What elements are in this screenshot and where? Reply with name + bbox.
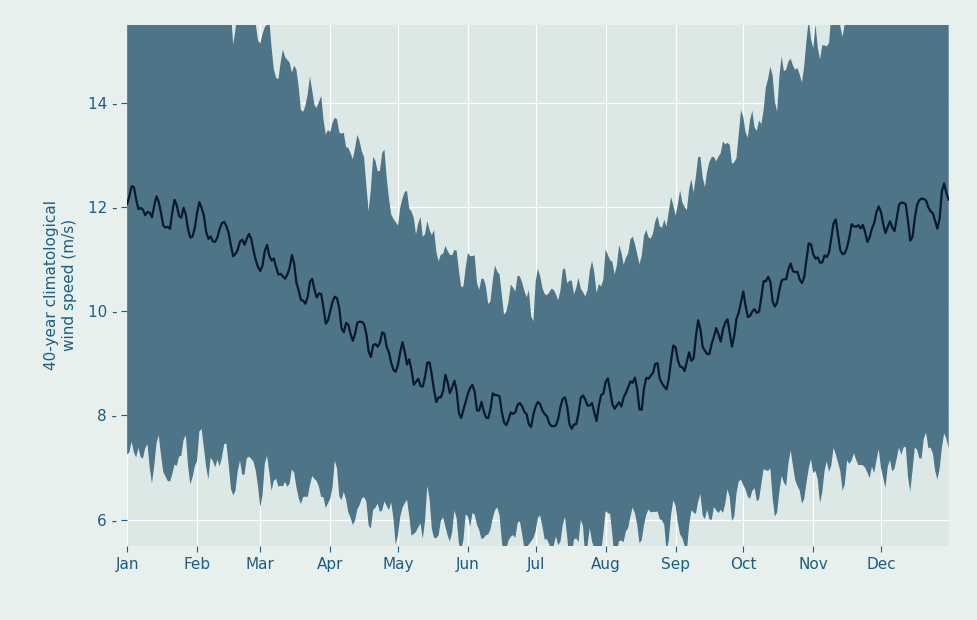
Y-axis label: 40-year climatological
wind speed (m/s): 40-year climatological wind speed (m/s) [44,200,76,370]
